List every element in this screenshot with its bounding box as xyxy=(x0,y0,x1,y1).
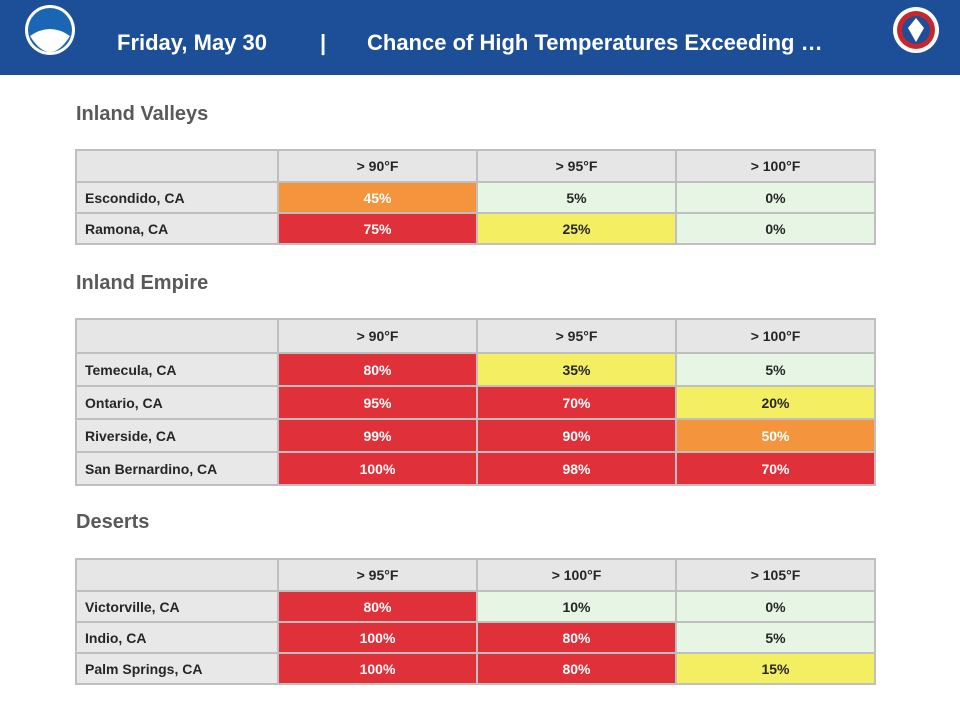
probability-cell: 45% xyxy=(277,181,478,214)
probability-cell: 10% xyxy=(476,590,677,623)
header-title: Chance of High Temperatures Exceeding … xyxy=(367,30,823,55)
location: Temecula, CA xyxy=(75,352,279,387)
nws-logo-mark xyxy=(908,18,924,42)
data-table: > 90°F > 95°F > 100°F Escondido, CA 45% 5% 0% R… xyxy=(75,149,876,245)
data-row: Indio, CA 100% 80% 5% xyxy=(75,621,876,654)
data-row: Palm Springs, CA 100% 80% 15% xyxy=(75,652,876,685)
probability-cell: 100% xyxy=(277,621,478,654)
header-bar: Friday, May 30 | Chance of High Temperat… xyxy=(0,0,960,75)
corner-cell xyxy=(75,318,279,354)
column-header: > 90°F xyxy=(277,318,478,354)
location: Escondido, CA xyxy=(75,181,279,214)
column-header: > 95°F xyxy=(277,558,478,592)
location: Ontario, CA xyxy=(75,385,279,420)
probability-cell: 5% xyxy=(476,181,677,214)
header-date: Friday, May 30 xyxy=(117,30,267,55)
probability-cell: 99% xyxy=(277,418,478,453)
data-row: Ramona, CA 75% 25% 0% xyxy=(75,212,876,245)
location: Riverside, CA xyxy=(75,418,279,453)
section-title: Inland Valleys xyxy=(76,103,209,125)
probability-cell: 20% xyxy=(675,385,876,420)
column-header: > 105°F xyxy=(675,558,876,592)
corner-cell xyxy=(75,149,279,183)
data-row: Victorville, CA 80% 10% 0% xyxy=(75,590,876,623)
probability-cell: 35% xyxy=(476,352,677,387)
section-title: Inland Empire xyxy=(76,272,209,294)
probability-cell: 50% xyxy=(675,418,876,453)
column-header: > 100°F xyxy=(476,558,677,592)
probability-cell: 15% xyxy=(675,652,876,685)
corner-cell xyxy=(75,558,279,592)
probability-cell: 70% xyxy=(476,385,677,420)
column-header: > 100°F xyxy=(675,149,876,183)
column-header: > 95°F xyxy=(476,149,677,183)
column-header: > 100°F xyxy=(675,318,876,354)
location: Indio, CA xyxy=(75,621,279,654)
probability-cell: 5% xyxy=(675,621,876,654)
noaa-gull xyxy=(30,29,70,52)
data-table: > 90°F > 95°F > 100°F Temecula, CA 80% 35% 5% O… xyxy=(75,318,876,486)
data-table: > 95°F > 100°F > 105°F Victorville, CA 80% 10… xyxy=(75,558,876,685)
probability-cell: 90% xyxy=(476,418,677,453)
logos xyxy=(25,5,939,55)
probability-cell: 80% xyxy=(476,652,677,685)
probability-cell: 98% xyxy=(476,451,677,486)
probability-cell: 80% xyxy=(277,590,478,623)
probability-cell: 70% xyxy=(675,451,876,486)
data-row: Riverside, CA 99% 90% 50% xyxy=(75,418,876,453)
header-row: > 90°F > 95°F > 100°F xyxy=(75,318,876,354)
probability-cell: 80% xyxy=(277,352,478,387)
header-row: > 90°F > 95°F > 100°F xyxy=(75,149,876,183)
data-row: Escondido, CA 45% 5% 0% xyxy=(75,181,876,214)
probability-cell: 0% xyxy=(675,212,876,245)
probability-cell: 0% xyxy=(675,181,876,214)
header-row: > 95°F > 100°F > 105°F xyxy=(75,558,876,592)
location: San Bernardino, CA xyxy=(75,451,279,486)
location: Palm Springs, CA xyxy=(75,652,279,685)
probability-cell: 5% xyxy=(675,352,876,387)
data-row: Ontario, CA 95% 70% 20% xyxy=(75,385,876,420)
probability-cell: 80% xyxy=(476,621,677,654)
header-separator: | xyxy=(320,30,327,55)
data-row: San Bernardino, CA 100% 98% 70% xyxy=(75,451,876,486)
probability-cell: 25% xyxy=(476,212,677,245)
location: Ramona, CA xyxy=(75,212,279,245)
probability-cell: 75% xyxy=(277,212,478,245)
probability-cell: 0% xyxy=(675,590,876,623)
section-title: Deserts xyxy=(76,511,150,533)
column-header: > 90°F xyxy=(277,149,478,183)
column-header: > 95°F xyxy=(476,318,677,354)
data-row: Temecula, CA 80% 35% 5% xyxy=(75,352,876,387)
location: Victorville, CA xyxy=(75,590,279,623)
probability-cell: 95% xyxy=(277,385,478,420)
probability-cell: 100% xyxy=(277,652,478,685)
probability-cell: 100% xyxy=(277,451,478,486)
